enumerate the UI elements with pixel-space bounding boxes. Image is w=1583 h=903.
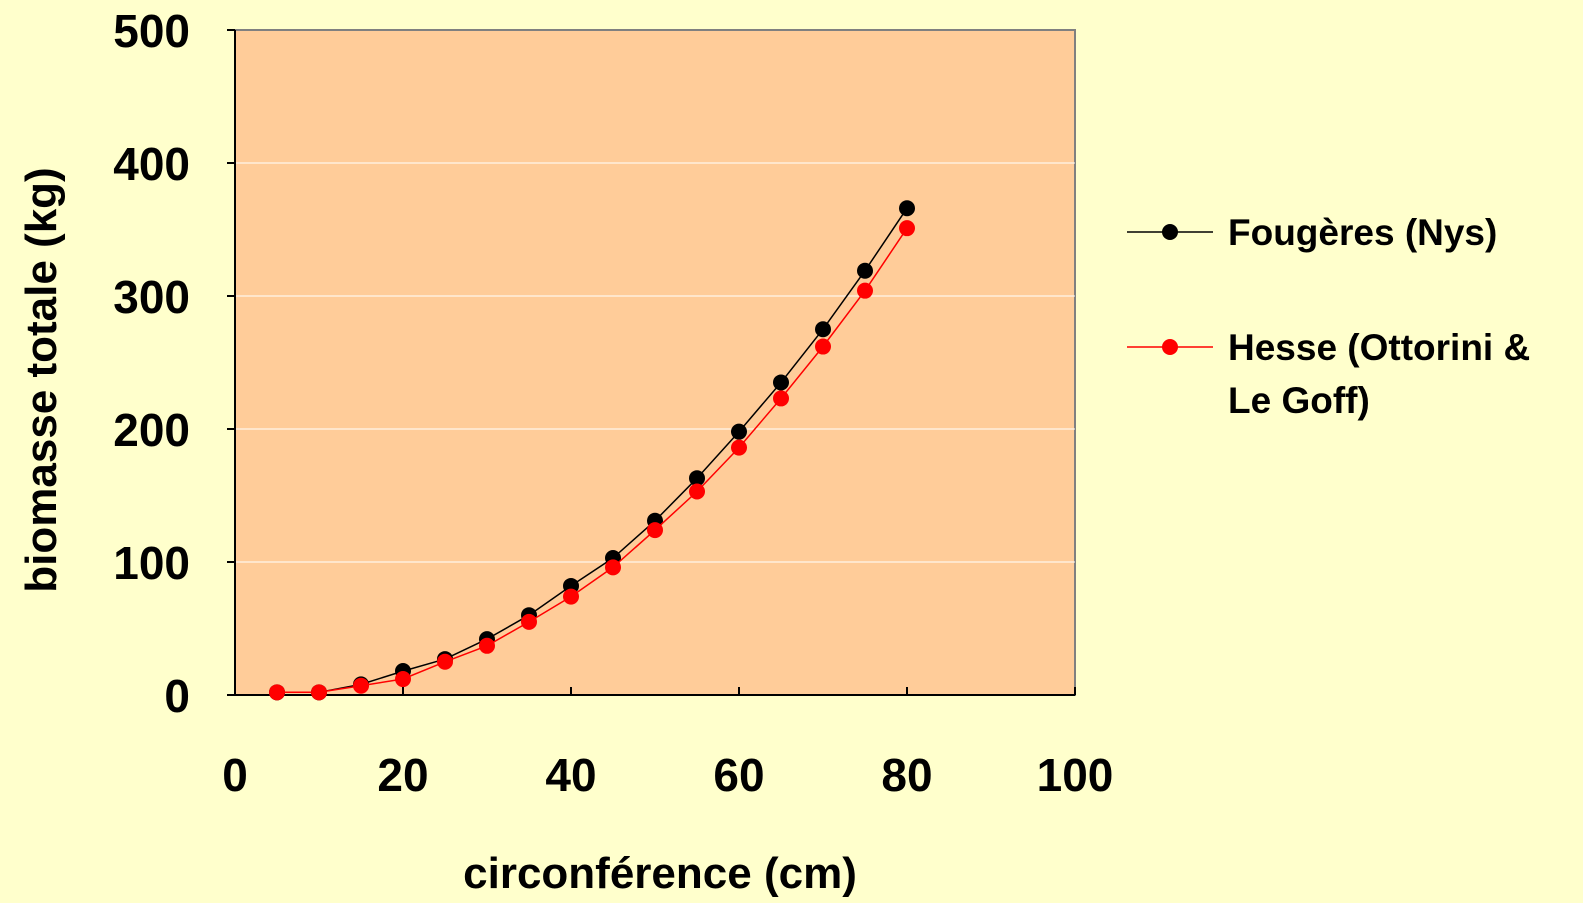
y-tick-label: 100 [113, 537, 190, 589]
data-point-2 [521, 613, 537, 630]
data-point-2 [815, 338, 831, 355]
data-point-2 [899, 220, 915, 237]
y-tick-label: 200 [113, 404, 190, 456]
data-point-2 [479, 637, 495, 654]
data-point-2 [311, 684, 327, 701]
data-point-1 [857, 262, 873, 279]
grid-lines [235, 162, 1075, 563]
data-point-1 [815, 321, 831, 338]
data-point-1 [899, 200, 915, 217]
series-layer [269, 200, 915, 701]
data-point-2 [269, 684, 285, 701]
series-line-2 [277, 227, 908, 694]
legend-marker-1 [1162, 224, 1178, 240]
data-point-2 [437, 653, 453, 670]
legend-label-2: Hesse (Ottorini & [1228, 327, 1530, 368]
y-tick-label: 300 [113, 271, 190, 323]
data-point-2 [647, 522, 663, 539]
data-point-2 [731, 439, 747, 456]
x-axis-title: circonférence (cm) [463, 849, 857, 898]
x-tick-label: 40 [545, 749, 596, 801]
legend-label-2: Le Goff) [1228, 380, 1370, 421]
data-point-1 [731, 423, 747, 440]
data-point-2 [353, 677, 369, 694]
data-point-2 [605, 559, 621, 576]
data-point-2 [563, 588, 579, 605]
y-axis-title: biomasse totale (kg) [17, 167, 66, 592]
x-tick-label: 80 [881, 749, 932, 801]
y-tick-label: 400 [113, 138, 190, 190]
data-point-1 [773, 374, 789, 391]
data-point-2 [395, 671, 411, 688]
x-tick-label: 20 [377, 749, 428, 801]
x-tick-label: 60 [713, 749, 764, 801]
legend: Fougères (Nys) Hesse (Ottorini & Le Goff) [1127, 212, 1530, 421]
data-point-2 [857, 282, 873, 299]
x-tick-label: 100 [1037, 749, 1114, 801]
y-tick-label: 0 [164, 670, 190, 722]
y-tick-label: 500 [113, 5, 190, 57]
data-point-1 [689, 470, 705, 487]
data-point-2 [773, 390, 789, 407]
legend-label-1: Fougères (Nys) [1228, 212, 1497, 253]
x-tick-label: 0 [222, 749, 248, 801]
legend-marker-2 [1162, 339, 1178, 355]
data-point-2 [689, 483, 705, 500]
axis-ticks: 0 100 200 300 400 500 0 20 40 60 80 100 [113, 5, 1113, 801]
series-line-1 [277, 207, 908, 694]
plot-area [234, 29, 1076, 696]
